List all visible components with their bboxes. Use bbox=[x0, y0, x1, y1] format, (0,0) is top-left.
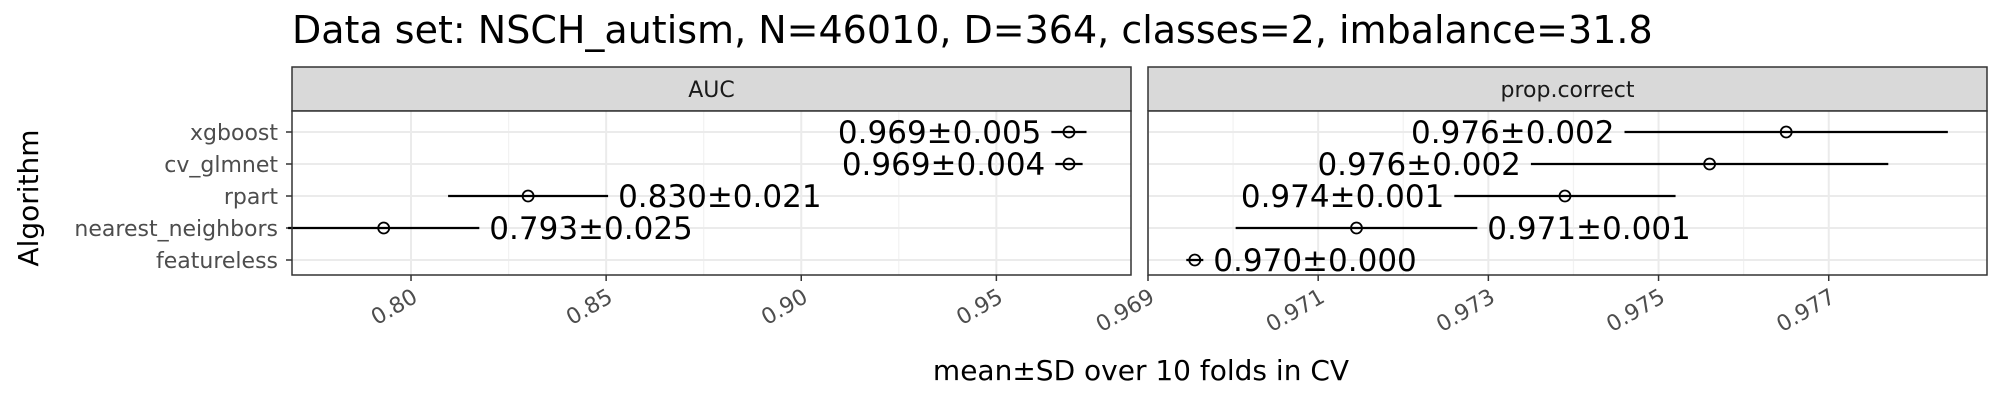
panel-strip bbox=[291, 66, 1132, 112]
mean-point-xgboost bbox=[1779, 125, 1793, 139]
data-label-nearest-neighbors: 0.971±0.001 bbox=[1487, 211, 1690, 247]
y-tick-label-cv-glmnet: cv_glmnet bbox=[164, 153, 278, 178]
chart-title: Data set: NSCH_autism, N=46010, D=364, c… bbox=[292, 8, 1653, 52]
y-tick-label-nearest-neighbors: nearest_neighbors bbox=[74, 217, 278, 242]
mean-point-cv-glmnet bbox=[1062, 157, 1076, 171]
mean-point-rpart bbox=[521, 189, 535, 203]
x-tick-label: 0.975 bbox=[1603, 285, 1670, 338]
x-tick-label: 0.969 bbox=[1092, 285, 1159, 338]
y-tick-label-featureless: featureless bbox=[156, 249, 278, 274]
data-label-cv-glmnet: 0.976±0.002 bbox=[1317, 147, 1520, 183]
mean-point-nearest-neighbors bbox=[377, 221, 391, 235]
data-label-cv-glmnet: 0.969±0.004 bbox=[842, 147, 1045, 183]
data-label-xgboost: 0.969±0.005 bbox=[838, 115, 1041, 151]
mean-point-cv-glmnet bbox=[1703, 157, 1717, 171]
panel-strip-label: AUC bbox=[688, 78, 735, 103]
x-tick-label: 0.85 bbox=[562, 285, 617, 331]
panel-prop-correct: prop.correct0.976±0.0020.976±0.0020.974±… bbox=[1092, 66, 1988, 338]
x-tick-label: 0.973 bbox=[1432, 285, 1499, 338]
x-axis-title: mean±SD over 10 folds in CV bbox=[933, 354, 1349, 387]
mean-point-xgboost bbox=[1062, 125, 1076, 139]
x-tick-label: 0.90 bbox=[757, 285, 812, 331]
panel-background bbox=[1148, 111, 1987, 275]
panel-strip-label: prop.correct bbox=[1501, 78, 1635, 103]
x-tick-label: 0.95 bbox=[952, 285, 1007, 331]
x-tick-label: 0.971 bbox=[1262, 285, 1329, 338]
y-tick-label-rpart: rpart bbox=[224, 185, 279, 210]
mean-point-rpart bbox=[1558, 189, 1572, 203]
data-label-rpart: 0.830±0.021 bbox=[618, 179, 821, 215]
x-tick-label: 0.977 bbox=[1773, 285, 1840, 338]
panel-border bbox=[291, 110, 1132, 276]
mean-point-nearest-neighbors bbox=[1350, 221, 1363, 235]
data-label-xgboost: 0.976±0.002 bbox=[1411, 115, 1614, 151]
y-tick-label-xgboost: xgboost bbox=[190, 121, 278, 146]
data-label-nearest-neighbors: 0.793±0.025 bbox=[489, 211, 692, 247]
y-axis-title: Algorithm bbox=[12, 129, 45, 266]
panel-background bbox=[292, 111, 1131, 275]
data-label-featureless: 0.970±0.000 bbox=[1213, 243, 1416, 279]
panel-strip bbox=[1147, 66, 1988, 112]
panel-border bbox=[1147, 110, 1988, 276]
x-tick-label: 0.80 bbox=[367, 285, 422, 331]
mean-point-featureless bbox=[1188, 253, 1202, 267]
data-label-rpart: 0.974±0.001 bbox=[1241, 179, 1444, 215]
